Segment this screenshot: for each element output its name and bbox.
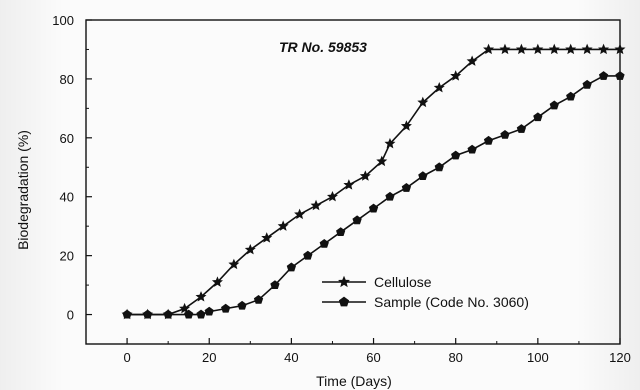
data-point-0-21: [466, 55, 478, 66]
data-point-1-22: [483, 135, 494, 145]
data-point-0-22: [483, 43, 495, 55]
data-point-0-8: [261, 232, 273, 243]
data-point-1-7: [237, 300, 247, 310]
legend-label-cellulose: Cellulose: [374, 274, 432, 290]
data-point-0-14: [359, 170, 371, 181]
data-point-0-7: [244, 243, 256, 255]
data-point-1-14: [352, 215, 362, 225]
x-tick-label-2: 40: [284, 350, 298, 365]
data-point-1-28: [582, 79, 592, 89]
data-point-0-17: [400, 120, 412, 131]
y-tick-label-0: 0: [67, 308, 74, 323]
data-point-1-15: [368, 203, 379, 213]
legend-label-sample: Sample (Code No. 3060): [374, 294, 529, 310]
data-point-1-12: [319, 238, 329, 248]
x-tick-label-3: 60: [366, 350, 380, 365]
y-tick-label-5: 100: [52, 13, 74, 28]
data-point-1-16: [385, 191, 395, 201]
x-tick-label-4: 80: [448, 350, 462, 365]
data-point-1-30: [615, 71, 625, 80]
data-point-1-6: [221, 303, 231, 313]
data-point-0-18: [417, 96, 429, 108]
data-point-0-23: [499, 43, 511, 55]
y-axis-label: Biodegradation (%): [15, 130, 31, 250]
y-tick-label-3: 60: [60, 131, 74, 146]
legend-marker-0: [338, 275, 350, 288]
plot-border: [85, 19, 621, 345]
data-point-1-2: [163, 309, 173, 319]
data-point-0-5: [211, 276, 223, 287]
data-point-1-8: [253, 294, 264, 304]
data-point-1-27: [566, 91, 576, 101]
data-point-0-20: [450, 70, 462, 81]
y-tick-label-4: 80: [60, 72, 74, 87]
data-point-1-29: [598, 71, 609, 80]
data-point-0-12: [326, 190, 338, 202]
data-point-1-13: [336, 227, 346, 237]
series-1: [122, 71, 625, 319]
data-point-0-24: [515, 43, 527, 55]
data-point-0-29: [598, 43, 610, 55]
data-point-1-23: [500, 129, 510, 139]
legend-marker-1: [338, 296, 350, 307]
x-tick-label-6: 120: [609, 350, 631, 365]
series-layer: [121, 43, 626, 320]
data-point-0-25: [532, 43, 544, 55]
data-point-1-24: [516, 124, 527, 133]
series-0: [121, 43, 626, 320]
axis-ticks: 0 20 40 60 80 100 120 0 20 40 60 80 100: [52, 13, 631, 365]
data-point-0-10: [294, 208, 306, 220]
data-point-0-16: [384, 137, 396, 149]
data-point-1-19: [434, 162, 444, 172]
data-point-0-28: [581, 43, 593, 55]
data-point-0-26: [548, 43, 560, 55]
data-point-0-11: [310, 199, 322, 211]
x-tick-label-5: 100: [527, 350, 549, 365]
data-point-1-20: [451, 150, 461, 160]
data-point-1-3: [184, 309, 194, 319]
data-point-1-5: [204, 306, 214, 316]
data-point-1-0: [122, 309, 132, 319]
data-point-1-17: [401, 183, 412, 192]
data-point-0-27: [565, 43, 577, 55]
data-point-1-18: [418, 171, 428, 181]
data-point-1-25: [533, 112, 543, 122]
x-axis-label: Time (Days): [316, 373, 392, 389]
data-point-0-19: [433, 81, 445, 93]
data-point-1-9: [270, 280, 280, 290]
chart-title: TR No. 59853: [279, 39, 367, 55]
data-point-0-13: [343, 179, 355, 190]
x-tick-label-1: 20: [202, 350, 216, 365]
data-point-0-6: [228, 258, 240, 270]
y-tick-label-2: 40: [60, 190, 74, 205]
legend: Cellulose Sample (Code No. 3060): [322, 274, 529, 310]
data-point-0-30: [614, 43, 626, 55]
data-point-0-9: [277, 220, 289, 231]
data-point-0-15: [376, 155, 388, 167]
data-point-1-4: [196, 309, 206, 319]
x-tick-label-0: 0: [123, 350, 130, 365]
data-point-0-4: [195, 291, 207, 302]
y-tick-label-1: 20: [60, 249, 74, 264]
data-point-1-26: [549, 100, 559, 110]
data-point-1-10: [286, 262, 297, 272]
data-point-1-21: [467, 144, 477, 154]
plot-frame: [85, 19, 621, 345]
data-point-0-3: [179, 302, 191, 314]
data-point-1-1: [142, 309, 153, 319]
data-point-1-11: [303, 250, 313, 260]
